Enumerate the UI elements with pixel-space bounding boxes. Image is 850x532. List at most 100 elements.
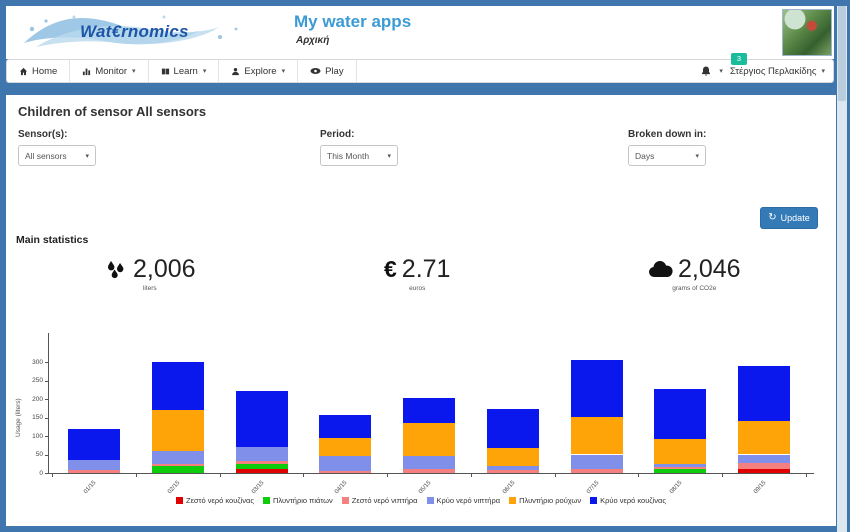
- bar-segment: [68, 470, 120, 473]
- bell-caret-icon[interactable]: ▾: [719, 68, 723, 75]
- y-tick-label: 100: [32, 432, 43, 440]
- bar-segment: [319, 414, 372, 438]
- bar-segment: [151, 410, 204, 451]
- chevron-down-icon: ▾: [85, 152, 89, 160]
- section-heading: Children of sensor All sensors: [18, 104, 207, 119]
- bar-segment: [654, 468, 707, 473]
- bar-segment: [654, 467, 707, 469]
- x-tick-mark: [219, 474, 221, 477]
- stat-unit: euros: [409, 285, 426, 292]
- y-tick-label: 300: [32, 358, 43, 366]
- x-tick-mark: [722, 474, 724, 477]
- legend-item: Ζεστό νερό νιπτήρα: [341, 496, 418, 505]
- bar-segment: [403, 469, 455, 473]
- chevron-down-icon: ▾: [132, 68, 136, 75]
- filter-label: Period:: [320, 129, 355, 140]
- bar-segment: [486, 465, 539, 471]
- scrollbar-thumb[interactable]: [838, 6, 846, 101]
- breadcrumb[interactable]: Αρχική: [296, 35, 330, 46]
- legend-swatch: [590, 497, 598, 504]
- logo-wordmark: Wat€rnomics: [80, 22, 189, 41]
- bar-segment: [403, 423, 455, 457]
- legend-swatch: [341, 497, 349, 504]
- bar-segment: [403, 397, 455, 424]
- y-tick-mark: [45, 417, 48, 419]
- x-tick-mark: [470, 474, 472, 477]
- bar-segment: [235, 447, 288, 462]
- bar-segment: [319, 471, 372, 473]
- nav-item-home[interactable]: Home: [7, 60, 71, 82]
- header: Wat€rnomics My water apps Αρχική: [6, 6, 834, 59]
- bar-segment: [738, 469, 790, 473]
- bar-segment: [68, 428, 120, 461]
- bar-segment: [319, 437, 372, 457]
- page-title: My water apps: [294, 12, 412, 31]
- stat-main: €2.71: [384, 255, 450, 284]
- stat-value: 2,046: [678, 255, 741, 283]
- bar-segment: [570, 469, 623, 473]
- x-axis-label: 05/15: [417, 480, 433, 496]
- filter-select[interactable]: Days ▾: [628, 145, 706, 166]
- bar-segment: [68, 460, 120, 471]
- y-tick-label: 150: [32, 414, 43, 421]
- waternomics-logo[interactable]: Wat€rnomics: [14, 7, 254, 58]
- x-axis-label: 01/15: [82, 480, 98, 496]
- x-axis-label: 06/15: [501, 480, 517, 496]
- bar-segment: [738, 454, 790, 463]
- stat-unit: liters: [142, 285, 157, 292]
- chart-legend: Ζεστό νερό κουζίνας Πλυντήριο πιάτων Ζεστό…: [6, 496, 836, 505]
- nav-item-play[interactable]: Play: [298, 60, 357, 82]
- filter-select[interactable]: All sensors ▾: [18, 145, 96, 166]
- bar-segment: [570, 454, 623, 470]
- refresh-icon: ↻: [768, 212, 777, 223]
- user-menu[interactable]: Στέργιος Περλακίδης ▾: [730, 66, 825, 77]
- user-avatar[interactable]: [782, 9, 832, 56]
- filter-select[interactable]: This Month ▾: [320, 145, 398, 166]
- bar-segment: [151, 450, 204, 464]
- main-navbar: Home Monitor ▾ Learn ▾ Explore ▾ Play 3 ▾ Στέργ…: [6, 53, 834, 83]
- bar-segment: [654, 463, 707, 468]
- stat-euros: €2.71 euros: [384, 255, 450, 292]
- explore-icon: [231, 67, 240, 76]
- notification-badge[interactable]: 3: [731, 53, 747, 65]
- stats-heading: Main statistics: [16, 234, 89, 246]
- nav-item-explore[interactable]: Explore ▾: [219, 60, 299, 82]
- chevron-down-icon: ▾: [387, 152, 391, 160]
- bar-segment: [235, 464, 288, 469]
- euro-icon: €: [384, 256, 397, 282]
- legend-item: Κρύο νερό νιπτήρα: [426, 496, 501, 505]
- legend-item: Πλυντήριο πιάτων: [262, 496, 333, 505]
- y-tick-mark: [45, 362, 48, 363]
- bar-segment: [235, 390, 288, 448]
- filter-label: Broken down in:: [628, 129, 707, 140]
- nav-item-learn[interactable]: Learn ▾: [149, 60, 220, 82]
- nav-item-label: Learn: [173, 65, 198, 77]
- bar-segment: [570, 416, 623, 455]
- vertical-scrollbar: [837, 6, 847, 532]
- chevron-down-icon: ▾: [281, 68, 286, 75]
- water-splash-icon: [24, 15, 238, 47]
- legend-swatch: [426, 497, 434, 504]
- y-tick-label: 50: [35, 451, 43, 458]
- y-tick-label: 200: [32, 395, 43, 403]
- legend-label: Πλυντήριο πιάτων: [272, 496, 333, 505]
- breakdown-filter: Broken down in: Days ▾: [628, 129, 706, 166]
- play-icon: [310, 67, 321, 75]
- bar-segment: [486, 409, 539, 448]
- nav-item-monitor[interactable]: Monitor ▾: [70, 60, 149, 82]
- sensor-filter: Sensor(s): All sensors ▾: [18, 129, 96, 166]
- bell-icon[interactable]: [701, 66, 711, 77]
- water-drops-icon: [104, 260, 128, 280]
- period-filter: Period: This Month ▾: [320, 129, 398, 166]
- legend-item: Κρύο νερό κουζίνας: [590, 496, 666, 505]
- legend-label: Κρύο νερό νιπτήρα: [436, 496, 501, 505]
- update-button[interactable]: ↻ Update: [760, 207, 818, 229]
- legend-swatch: [509, 497, 517, 504]
- home-icon: [19, 67, 28, 76]
- y-tick-mark: [45, 399, 48, 400]
- y-tick-mark: [45, 380, 48, 382]
- x-axis-line: [46, 473, 814, 474]
- legend-item: Ζεστό νερό κουζίνας: [175, 496, 254, 505]
- filter-selected-value: Days: [635, 150, 655, 161]
